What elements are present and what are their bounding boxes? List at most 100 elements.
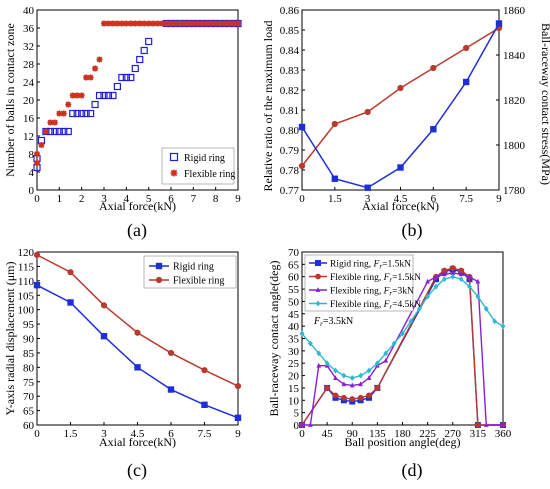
rigid-ring-marker <box>73 109 81 118</box>
rigid-ring-marker <box>51 127 59 136</box>
flexible-ring-marker <box>60 110 67 117</box>
legend-flexible-1p5kn-marker <box>315 273 321 280</box>
flexible-ring-marker <box>83 74 90 81</box>
rigid-ring-marker <box>131 64 139 73</box>
y-tick-label: 60 <box>288 272 300 284</box>
flexible-ring-point <box>201 367 208 374</box>
y-tick-label: 40 <box>23 5 35 17</box>
flexible-ring-marker <box>92 65 99 72</box>
flexible-3kn-point <box>425 278 431 284</box>
y-tick-label: 0.86 <box>280 5 300 17</box>
x-tick-label: 7.5 <box>459 193 473 205</box>
flexible-ring-marker <box>185 20 192 27</box>
flexible-ring-marker <box>74 92 81 99</box>
flexible-1p5kn-point <box>357 394 364 401</box>
flexible-1p5kn-point <box>366 392 372 399</box>
flexible-ring-marker <box>163 20 170 27</box>
y-tick-label: 24 <box>23 77 35 89</box>
flexible-ring-point <box>134 329 141 336</box>
rigid-ring-marker <box>60 127 68 136</box>
flexible-ring-marker <box>38 142 45 148</box>
flexible-ring-marker <box>235 20 241 27</box>
rigid-ring-point <box>167 386 175 393</box>
y-tick-label: 70 <box>288 247 300 259</box>
x-tick-label: 90 <box>347 428 359 440</box>
flexible-4p5kn-point <box>492 318 498 325</box>
flexible-ring-marker <box>123 20 130 27</box>
rigid-ring-marker <box>78 109 86 118</box>
y-tick-label: 16 <box>23 113 35 125</box>
flexible-ring-marker <box>34 160 40 166</box>
y-tick-label: 0.84 <box>280 45 300 57</box>
y-tick-label: 20 <box>288 371 300 383</box>
y-tick-label: 40 <box>288 321 300 333</box>
y-tick-label: 70 <box>23 391 35 403</box>
y-axis-title: Number of balls in contact zone <box>3 23 17 177</box>
flexible-4p5kn-point <box>341 372 347 379</box>
flexible-1p5kn-point <box>332 392 339 399</box>
legend-rigid-marker <box>155 262 163 270</box>
flexible-ring-point <box>100 302 108 309</box>
flexible-4p5kn-point <box>483 305 489 312</box>
flexible-ring-marker <box>96 56 103 63</box>
flexible-4p5kn-point <box>307 340 313 347</box>
legend: Rigid ring, Fr=1.5kN Flexible ring, Fr=1.… <box>304 254 421 312</box>
flexible-ring-point <box>33 251 41 258</box>
flexible-ring-point <box>167 349 175 357</box>
flexible-3kn-point <box>299 422 305 427</box>
rigid-ring-marker <box>82 109 90 118</box>
x-tick-label: 4.5 <box>131 428 145 440</box>
y-tick-label: 45 <box>288 309 300 321</box>
flexible-1p5kn-point <box>374 385 381 391</box>
rigid-ring-point <box>67 299 74 306</box>
legend-label: Flexible ring <box>184 169 235 180</box>
x-tick-label: 0 <box>34 193 40 205</box>
legend: Rigid ring Flexible ring <box>143 255 237 289</box>
flexible-3kn-line <box>302 272 503 426</box>
flexible-ring-marker <box>181 20 188 27</box>
rigid-ring-marker <box>136 55 144 64</box>
rigid-ring-marker <box>109 91 117 100</box>
x-tick-label: 135 <box>369 428 386 440</box>
flexible-4p5kn-point <box>383 350 389 357</box>
x-axis-title: Axial force(kN) <box>362 199 439 213</box>
right-y-axis-title: Ball-raceway contact stress(MPa) <box>539 23 550 185</box>
y-tick-label: 50 <box>288 296 300 308</box>
flexible-ring-marker <box>194 20 201 27</box>
x-axis-title: Axial force(kN) <box>99 199 176 213</box>
flexible-ring-marker <box>127 20 134 27</box>
y-tick-label: 32 <box>23 41 34 53</box>
x-tick-label: 0 <box>34 428 40 440</box>
y-tick-label: 5 <box>294 408 300 420</box>
contact-stress-point <box>397 164 404 171</box>
rigid-ring-marker <box>86 109 95 118</box>
legend-rigid-marker <box>169 152 179 162</box>
flexible-3kn-point <box>307 422 313 427</box>
y-tick-label: 12 <box>23 131 34 143</box>
x-tick-label: 5 <box>146 193 152 205</box>
rigid-ring-marker <box>64 127 72 136</box>
panel-label: (c) <box>127 460 147 481</box>
contact-stress-point <box>430 126 437 133</box>
flexible-4p5kn-point <box>400 330 405 337</box>
flexible-ring-marker <box>69 92 76 99</box>
y-tick-label: 90 <box>23 334 35 346</box>
flexible-3kn-point <box>366 375 372 380</box>
y-tick-label: 80 <box>23 362 35 374</box>
legend-label: Rigid ring <box>173 262 214 273</box>
x-tick-label: 1 <box>57 193 63 205</box>
flexible-ring-marker <box>230 20 237 27</box>
load-ratio-point <box>463 44 470 52</box>
legend-rigid-1p5kn-marker <box>315 260 322 267</box>
rigid-ring-point <box>234 414 242 421</box>
y-tick-label: 0.78 <box>280 165 300 177</box>
flexible-1p5kn-point <box>340 394 347 401</box>
legend-flexible-4p5kn-marker <box>315 300 321 307</box>
flexible-ring-marker <box>190 20 197 27</box>
right-y-tick-label: 1800 <box>503 140 526 152</box>
y-tick-label: 120 <box>18 247 35 259</box>
flexible-3kn-point <box>341 381 347 387</box>
rigid-ring-line <box>36 284 239 419</box>
contact-stress-point <box>495 20 503 27</box>
